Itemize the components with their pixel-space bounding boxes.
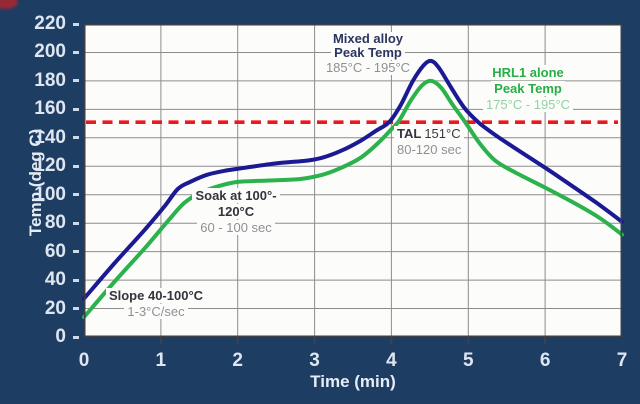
annotation-hrl1-peak-name: HRL1 alone [489,65,567,80]
x-tick-label-7: 7 [616,350,628,371]
y-tick-mark-20 [73,307,79,311]
x-axis-title: Time (min) [310,372,396,391]
annotation-slope-title: Slope 40-100°C [105,288,207,303]
x-tick-label-1: 1 [155,350,167,371]
x-tick-label-2: 2 [232,350,243,371]
x-tick-label-5: 5 [462,350,474,371]
annotation-soak-title-2: 120°C [214,204,258,219]
y-tick-mark-160 [73,107,79,111]
x-tick-label-6: 6 [539,350,551,371]
y-tick-label-40: 40 [44,269,66,291]
y-tick-mark-100 [73,193,79,197]
y-tick-mark-40 [73,278,79,282]
annotation-slope: Slope 40-100°C 1-3°C/sec [86,287,226,319]
x-tick-label-0: 0 [78,350,90,371]
y-tick-mark-180 [73,79,79,83]
record-indicator-dot [0,0,18,9]
y-tick-mark-140 [73,136,79,140]
annotation-hrl1-peak-range: 175°C - 195°C [482,97,574,112]
annotation-mixed-peak-range: 185°C - 195°C [322,60,414,75]
annotation-hrl1-peak-label: Peak Temp [491,81,565,96]
annotation-slope-rate: 1-3°C/sec [124,304,188,319]
y-tick-label-180: 180 [34,69,66,91]
y-tick-mark-220 [73,22,79,26]
annotation-mixed-peak-label: Peak Temp [331,46,405,60]
annotation-soak-title-1: Soak at 100°- [192,188,280,203]
y-tick-label-60: 60 [44,240,66,262]
y-tick-label-0: 0 [55,326,66,347]
y-tick-label-120: 120 [34,155,66,177]
annotation-soak-duration: 60 - 100 sec [197,220,275,235]
annotation-tal-duration: 80-120 sec [394,142,465,157]
y-tick-label-140: 140 [34,126,66,148]
y-tick-label-160: 160 [34,98,66,120]
y-tick-label-80: 80 [44,212,66,234]
annotation-tal: TAL 151°C 80-120 sec [394,125,514,157]
y-tick-mark-200 [73,50,79,54]
y-tick-label-100: 100 [34,183,66,205]
plot-area: Slope 40-100°C 1-3°C/sec Soak at 100°- 1… [82,24,624,344]
plot-border [84,24,622,337]
y-tick-mark-120 [73,164,79,168]
annotation-tal-value-line: TAL 151°C [394,126,464,141]
annotation-mixed-peak-name: Mixed alloy [329,31,407,46]
mixed-alloy-curve [82,58,624,301]
annotation-mixed-alloy-peak: Mixed alloy Peak Temp 185°C - 195°C [311,31,425,75]
tal-label: TAL [397,126,422,141]
annotation-hrl1-peak: HRL1 alone Peak Temp 175°C - 195°C [461,64,595,112]
y-tick-label-20: 20 [44,297,66,319]
y-tick-mark-0 [73,335,79,339]
y-tick-label-220: 220 [34,13,66,34]
y-tick-mark-60 [73,250,79,254]
x-tick-label-4: 4 [386,350,397,371]
y-tick-label-200: 200 [34,41,66,63]
tal-value: 151°C [424,126,461,141]
x-tick-label-3: 3 [309,350,320,371]
annotation-soak: Soak at 100°- 120°C 60 - 100 sec [168,187,304,235]
y-tick-mark-80 [73,221,79,225]
